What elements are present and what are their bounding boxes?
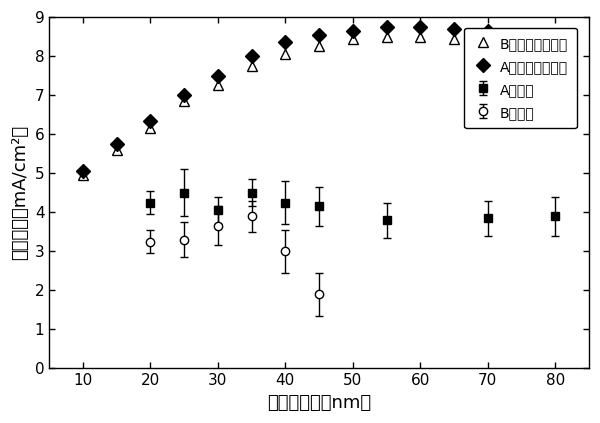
B类器件理论电流 [451, 36, 458, 41]
B类器件理论电流 [484, 38, 491, 43]
A类器件理论电流 [79, 169, 86, 174]
B类器件理论电流 [316, 44, 323, 49]
B类器件理论电流 [214, 83, 221, 88]
B类器件理论电流 [113, 147, 121, 152]
A类器件理论电流 [551, 46, 559, 51]
Legend: B类器件理论电流, A类器件理论电流, A类器件, B类器件: B类器件理论电流, A类器件理论电流, A类器件, B类器件 [464, 27, 577, 129]
A类器件理论电流 [383, 25, 390, 30]
B类器件理论电流 [181, 99, 188, 104]
B类器件理论电流 [147, 126, 154, 131]
B类器件理论电流 [79, 173, 86, 178]
Line: A类器件理论电流: A类器件理论电流 [78, 22, 560, 176]
B类器件理论电流 [551, 50, 559, 55]
A类器件理论电流 [316, 32, 323, 37]
A类器件理论电流 [147, 118, 154, 123]
A类器件理论电流 [518, 38, 525, 43]
X-axis label: 给体层厚度（nm）: 给体层厚度（nm） [267, 394, 371, 412]
B类器件理论电流 [349, 36, 356, 41]
A类器件理论电流 [214, 73, 221, 78]
A类器件理论电流 [484, 28, 491, 33]
B类器件理论电流 [416, 34, 424, 39]
B类器件理论电流 [248, 63, 255, 69]
B类器件理论电流 [282, 52, 289, 57]
A类器件理论电流 [113, 141, 121, 146]
A类器件理论电流 [451, 26, 458, 31]
A类器件理论电流 [181, 93, 188, 98]
A类器件理论电流 [349, 28, 356, 33]
A类器件理论电流 [416, 25, 424, 30]
A类器件理论电流 [282, 40, 289, 45]
Line: B类器件理论电流: B类器件理论电流 [78, 32, 560, 180]
Y-axis label: 电流密度（mA/cm²）: 电流密度（mA/cm²） [11, 125, 29, 260]
A类器件理论电流 [248, 54, 255, 59]
B类器件理论电流 [518, 48, 525, 53]
B类器件理论电流 [383, 34, 390, 39]
